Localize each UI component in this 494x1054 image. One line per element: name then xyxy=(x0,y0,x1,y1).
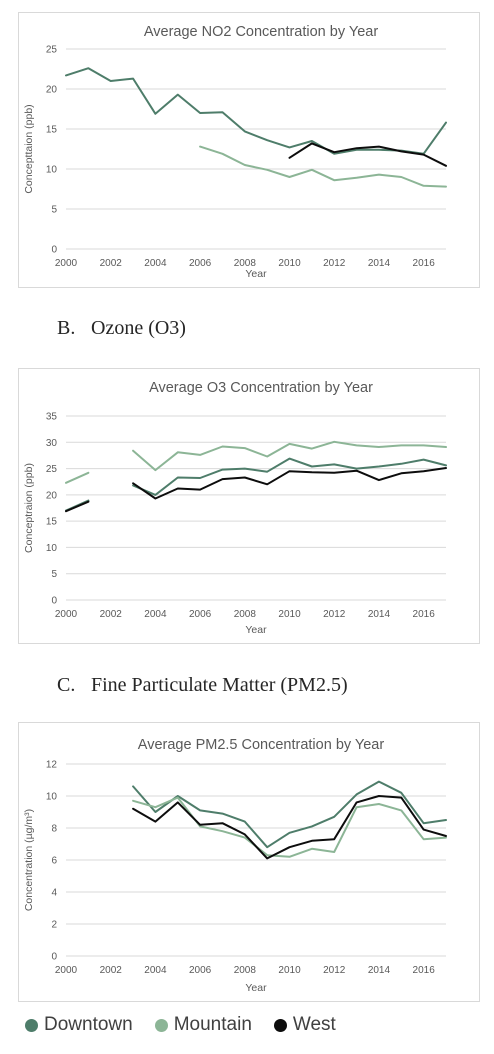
y-tick-label: 10 xyxy=(46,792,58,803)
section-heading-pm25: C. Fine Particulate Matter (PM2.5) xyxy=(57,674,348,697)
x-tick-label: 2014 xyxy=(368,965,391,976)
section-label: Fine Particulate Matter (PM2.5) xyxy=(91,674,348,696)
x-axis-label: Year xyxy=(245,624,267,636)
series-line-west xyxy=(132,795,447,860)
y-tick-label: 12 xyxy=(46,760,58,771)
x-tick-label: 2006 xyxy=(189,258,212,269)
y-axis-label: Conceptraion (ppb) xyxy=(23,463,35,553)
x-tick-label: 2016 xyxy=(413,965,436,976)
x-tick-label: 2014 xyxy=(368,258,391,269)
x-tick-label: 2000 xyxy=(55,965,78,976)
o3-chart-panel: Average O3 Concentration by Year 0 5 10 15 20… xyxy=(18,368,480,644)
series-line-mountain xyxy=(132,440,447,472)
x-tick-label: 2010 xyxy=(278,609,301,620)
y-tick-label: 20 xyxy=(46,85,58,96)
legend-label: Mountain xyxy=(173,1014,252,1035)
o3-chart: Average O3 Concentration by Year 0 5 10 15 20… xyxy=(23,380,447,636)
x-tick-label: 2010 xyxy=(278,965,301,976)
section-letter: B. xyxy=(57,317,76,339)
x-tick-label: 2012 xyxy=(323,258,346,269)
y-axis-label: Concepttaion (ppb) xyxy=(23,104,35,193)
x-tick-label: 2014 xyxy=(368,609,391,620)
series-line-mountain xyxy=(132,796,447,858)
y-tick-label: 30 xyxy=(46,438,58,449)
series-line-west xyxy=(288,142,447,167)
y-tick-label: 35 xyxy=(46,412,58,423)
y-tick-label: 8 xyxy=(51,824,57,835)
y-tick-label: 0 xyxy=(51,596,57,607)
y-tick-label: 15 xyxy=(46,125,58,136)
x-tick-label: 2012 xyxy=(323,965,346,976)
x-tick-label: 2010 xyxy=(278,258,301,269)
x-tick-label: 2004 xyxy=(144,609,167,620)
x-tick-label: 2004 xyxy=(144,258,167,269)
y-axis-label: Concentration (µg/m³) xyxy=(23,809,35,911)
y-tick-label: 4 xyxy=(51,888,57,899)
legend-label: West xyxy=(292,1014,336,1035)
x-tick-label: 2008 xyxy=(234,258,257,269)
legend-label: Downtown xyxy=(44,1014,133,1035)
legend-swatch-mountain xyxy=(154,1018,168,1032)
legend-swatch-downtown xyxy=(25,1018,38,1032)
y-tick-label: 0 xyxy=(51,952,57,963)
x-tick-label: 2000 xyxy=(55,258,78,269)
legend: Downtown Mountain West xyxy=(25,1014,336,1036)
pm25-chart: Average PM2.5 Concentration by Year 0 2 4 6 8… xyxy=(23,737,447,994)
x-axis-label: Year xyxy=(245,268,267,280)
series-line-downtown xyxy=(132,780,447,849)
series-line-mountain xyxy=(199,145,447,188)
section-label: Ozone (O3) xyxy=(91,317,186,339)
y-tick-label: 25 xyxy=(46,464,58,475)
x-tick-label: 2016 xyxy=(413,609,436,620)
series-line-mountain xyxy=(65,471,90,484)
x-tick-label: 2002 xyxy=(100,258,123,269)
x-tick-label: 2012 xyxy=(323,609,346,620)
x-tick-label: 2004 xyxy=(144,965,167,976)
x-tick-label: 2006 xyxy=(189,965,212,976)
chart-title: Average O3 Concentration by Year xyxy=(149,380,373,396)
legend-item-downtown: Downtown xyxy=(25,1014,133,1036)
series-line-west xyxy=(65,500,90,513)
x-tick-label: 2000 xyxy=(55,609,78,620)
pm25-chart-panel: Average PM2.5 Concentration by Year 0 2 4 6 8… xyxy=(18,722,480,1002)
x-tick-label: 2008 xyxy=(234,609,257,620)
chart-title: Average PM2.5 Concentration by Year xyxy=(138,737,385,753)
no2-chart-panel: Average NO2 Concentration by Year 0 5 10 15 2… xyxy=(18,12,480,288)
y-tick-label: 10 xyxy=(46,165,58,176)
y-tick-label: 15 xyxy=(46,517,58,528)
legend-item-mountain: Mountain xyxy=(154,1014,252,1036)
x-tick-label: 2002 xyxy=(100,965,123,976)
series-line-west xyxy=(132,467,447,500)
legend-item-west: West xyxy=(273,1014,336,1036)
x-tick-label: 2006 xyxy=(189,609,212,620)
series-line-downtown xyxy=(65,67,447,155)
legend-swatch-west xyxy=(273,1018,287,1032)
chart-title: Average NO2 Concentration by Year xyxy=(144,24,378,40)
x-axis-label: Year xyxy=(245,982,267,994)
y-tick-label: 5 xyxy=(51,205,57,216)
y-tick-label: 0 xyxy=(51,245,57,256)
section-heading-ozone: B. Ozone (O3) xyxy=(57,317,186,340)
y-tick-label: 10 xyxy=(46,543,58,554)
x-tick-label: 2016 xyxy=(413,258,436,269)
section-letter: C. xyxy=(57,674,76,696)
y-tick-label: 25 xyxy=(46,45,58,56)
y-tick-label: 20 xyxy=(46,490,58,501)
no2-chart: Average NO2 Concentration by Year 0 5 10 15 2… xyxy=(23,24,447,280)
y-tick-label: 2 xyxy=(51,920,57,931)
x-tick-label: 2008 xyxy=(234,965,257,976)
x-tick-label: 2002 xyxy=(100,609,123,620)
y-tick-label: 6 xyxy=(51,856,57,867)
y-tick-label: 5 xyxy=(51,569,57,580)
series-line-downtown xyxy=(132,457,447,496)
